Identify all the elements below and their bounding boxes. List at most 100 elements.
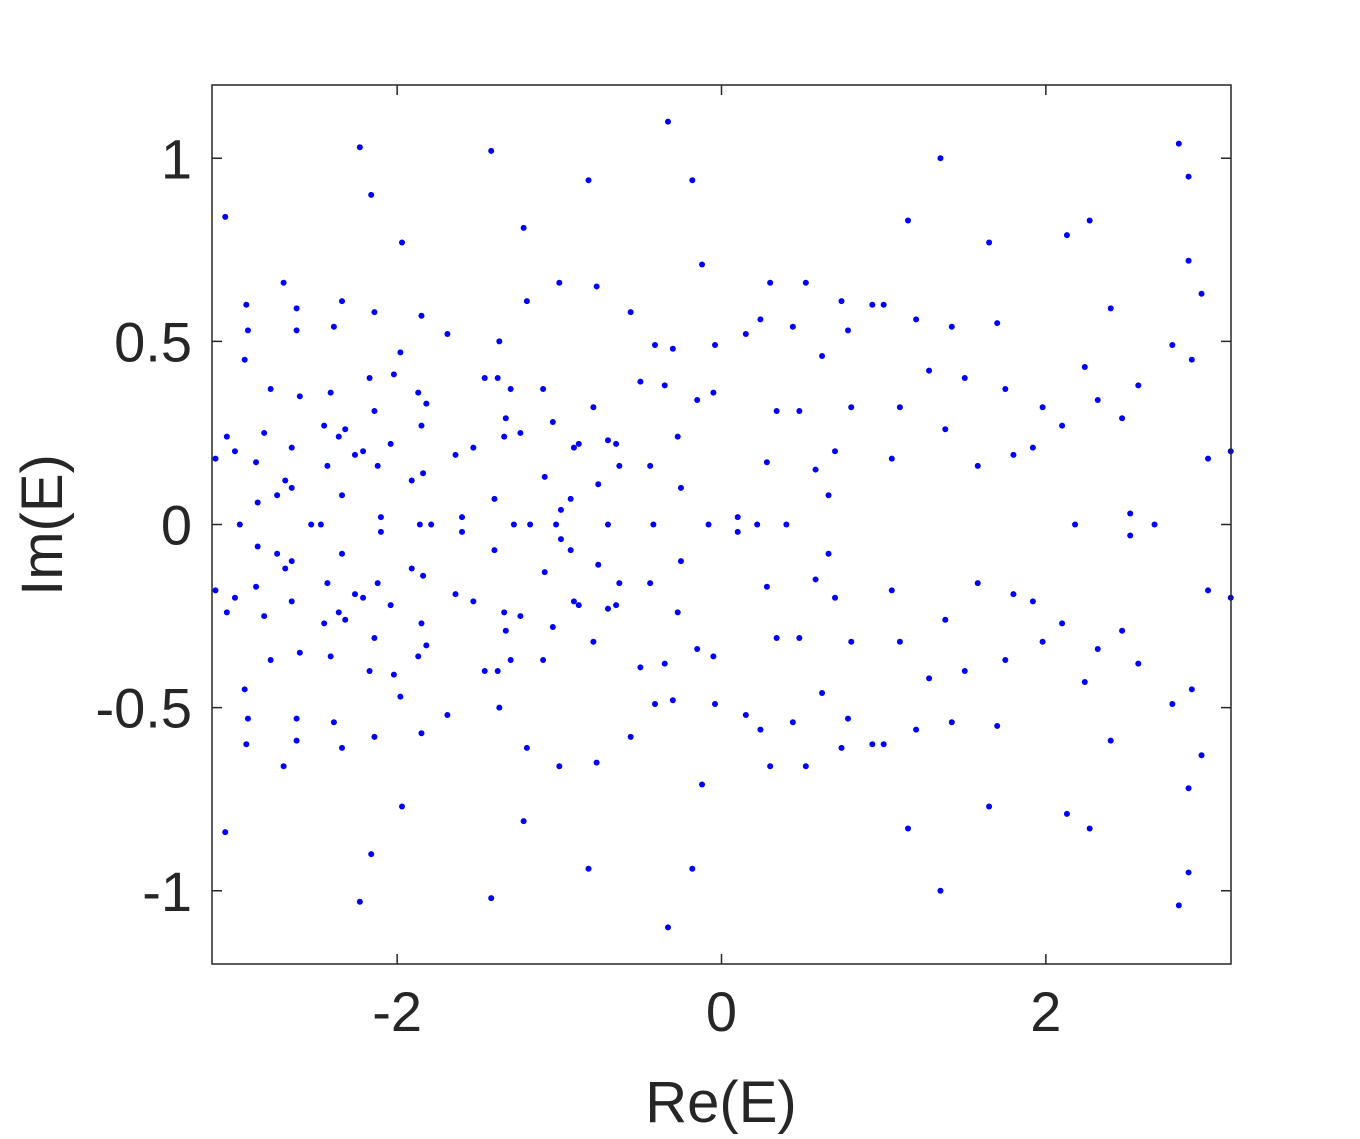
data-point [942,616,949,623]
data-point [293,327,300,334]
data-point [844,327,851,334]
data-point [880,741,887,748]
axes-box [211,84,1232,965]
data-point [324,580,331,587]
data-point [293,715,300,722]
data-point [1072,521,1079,528]
data-point [324,462,331,469]
data-point [712,342,719,349]
x-axis-label: Re(E) [645,1070,796,1134]
data-point [1205,455,1212,462]
data-point [470,598,477,605]
data-point [825,492,832,499]
data-point [408,565,415,572]
data-point [1039,404,1046,411]
data-point [763,459,770,466]
data-point [1198,290,1205,297]
data-point [1094,396,1101,403]
data-point [296,393,303,400]
data-point [371,407,378,414]
data-point [616,462,623,469]
data-point [742,331,749,338]
data-point [418,422,425,429]
data-point [604,605,611,612]
data-point [937,155,944,162]
data-point [502,627,509,634]
data-point [523,744,530,751]
data-point [261,429,268,436]
data-point [527,521,534,528]
y-axis-label: Im(E) [10,454,75,596]
data-point [368,851,375,858]
data-point [444,711,451,718]
y-tick-label: -1 [142,860,192,923]
data-point [677,558,684,565]
data-point [627,733,634,740]
data-point [613,602,620,609]
data-point [1002,657,1009,664]
data-point [1198,752,1205,759]
data-point [974,580,981,587]
data-point [757,726,764,733]
data-point [1029,444,1036,451]
data-point [1185,257,1192,264]
data-point [356,144,363,151]
data-point [802,763,809,770]
data-point [459,528,466,535]
data-point [844,715,851,722]
data-point [604,437,611,444]
data-point [1185,785,1192,792]
y-tick-label: 1 [161,127,192,190]
data-point [491,495,498,502]
data-point [627,309,634,316]
data-point [869,301,876,308]
data-point [1135,660,1142,667]
data-point [595,561,602,568]
data-point [1059,620,1066,627]
data-point [905,825,912,832]
data-point [377,528,384,535]
data-point [848,404,855,411]
data-point [1081,678,1088,685]
data-point [501,433,508,440]
data-point [699,261,706,268]
data-point [1169,700,1176,707]
data-point [351,591,358,598]
data-point [418,730,425,737]
data-point [335,609,342,616]
data-point [896,404,903,411]
data-point [734,514,741,521]
data-point [339,744,346,751]
data-point [553,521,560,528]
data-point [767,279,774,286]
data-point [366,668,373,674]
data-point [274,492,281,499]
data-point [669,345,676,352]
data-point [288,484,295,491]
data-point [212,587,219,594]
data-point [593,759,600,766]
data-point [496,338,503,345]
data-point [647,462,654,469]
data-point [1188,686,1195,693]
data-point [540,657,547,664]
data-point [650,521,657,528]
data-point [1029,598,1036,605]
data-point [244,327,251,334]
data-point [416,521,423,528]
data-point [397,349,404,356]
data-point [767,763,774,770]
data-point [423,642,430,649]
data-point [339,550,346,557]
data-point [896,638,903,645]
data-point [549,624,556,631]
data-point [371,309,378,316]
y-tick-label: 0.5 [114,310,192,373]
data-point [415,653,422,660]
data-point [296,649,303,656]
data-point [523,298,530,305]
data-point [1127,532,1134,539]
data-point [819,353,826,360]
data-point [223,433,230,440]
data-point [321,422,328,429]
